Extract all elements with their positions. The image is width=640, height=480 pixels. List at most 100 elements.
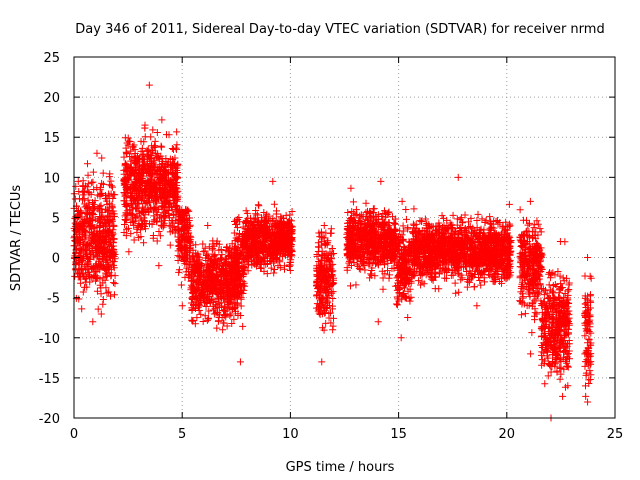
data-point: [230, 304, 238, 312]
data-point: [144, 177, 152, 185]
data-point: [153, 153, 161, 161]
data-point: [145, 207, 153, 215]
data-point: [75, 246, 83, 254]
data-point: [107, 271, 115, 279]
data-point: [177, 226, 185, 234]
data-point: [127, 209, 135, 217]
data-point: [188, 316, 196, 324]
data-point: [150, 204, 158, 212]
data-point: [105, 241, 113, 249]
data-point: [153, 237, 161, 245]
data-point: [142, 200, 150, 208]
data-point: [144, 164, 152, 172]
data-point: [137, 154, 145, 162]
data-point: [201, 244, 209, 252]
data-point: [209, 244, 217, 252]
data-point: [99, 255, 107, 263]
data-point: [126, 153, 134, 161]
data-point: [89, 209, 97, 217]
data-point: [184, 237, 192, 245]
data-point: [143, 198, 151, 206]
data-point: [150, 197, 158, 205]
data-point: [100, 250, 108, 258]
data-point: [155, 262, 163, 270]
data-point: [160, 222, 168, 230]
data-point: [131, 150, 139, 158]
data-point: [110, 291, 118, 299]
data-point: [133, 212, 141, 220]
data-point: [232, 221, 240, 229]
data-point: [194, 260, 202, 268]
data-point: [202, 299, 210, 307]
data-point: [82, 266, 90, 274]
data-point: [182, 232, 190, 240]
data-point: [128, 169, 136, 177]
data-point: [141, 133, 149, 141]
data-point: [139, 220, 147, 228]
data-point: [90, 185, 98, 193]
data-point: [174, 161, 182, 169]
data-point: [103, 197, 111, 205]
data-point: [105, 192, 113, 200]
data-point: [88, 221, 96, 229]
data-point: [167, 187, 175, 195]
data-point: [120, 189, 128, 197]
data-point: [209, 237, 217, 245]
data-point: [79, 177, 87, 185]
data-point: [220, 294, 228, 302]
data-point: [213, 324, 221, 332]
data-point: [137, 214, 145, 222]
data-point: [74, 273, 82, 281]
data-point: [93, 252, 101, 260]
data-point: [133, 225, 141, 233]
data-point: [236, 229, 244, 237]
data-point: [110, 190, 118, 198]
data-point: [222, 274, 230, 282]
data-point: [204, 314, 212, 322]
data-point: [176, 212, 184, 220]
data-point: [109, 279, 117, 287]
data-point: [76, 244, 84, 252]
data-point: [95, 242, 103, 250]
data-point: [237, 294, 245, 302]
data-point: [227, 290, 235, 298]
data-point: [211, 257, 219, 265]
data-point: [231, 237, 239, 245]
data-point: [71, 195, 79, 203]
data-point: [94, 191, 102, 199]
data-point: [94, 305, 102, 313]
data-point: [120, 179, 128, 187]
data-point: [99, 245, 107, 253]
data-point: [144, 193, 152, 201]
data-point: [123, 139, 131, 147]
data-point: [71, 222, 79, 230]
data-point: [190, 275, 198, 283]
data-point: [165, 131, 173, 139]
data-point: [170, 176, 178, 184]
data-point: [122, 185, 130, 193]
data-point: [109, 235, 117, 243]
data-points: [70, 81, 595, 422]
data-point: [81, 200, 89, 208]
data-point: [98, 238, 106, 246]
data-point: [90, 211, 98, 219]
data-point: [219, 266, 227, 274]
data-point: [217, 299, 225, 307]
data-point: [215, 286, 223, 294]
data-point: [177, 217, 185, 225]
data-point: [122, 203, 130, 211]
data-point: [193, 295, 201, 303]
data-point: [137, 137, 145, 145]
data-point: [196, 269, 204, 277]
data-point: [166, 241, 174, 249]
data-point: [106, 170, 114, 178]
data-point: [120, 228, 128, 236]
data-point: [79, 241, 87, 249]
data-point: [193, 314, 201, 322]
data-point: [125, 248, 133, 256]
data-point: [143, 165, 151, 173]
data-point: [145, 81, 153, 89]
data-point: [257, 264, 265, 272]
data-point: [204, 221, 212, 229]
data-point: [210, 310, 218, 318]
